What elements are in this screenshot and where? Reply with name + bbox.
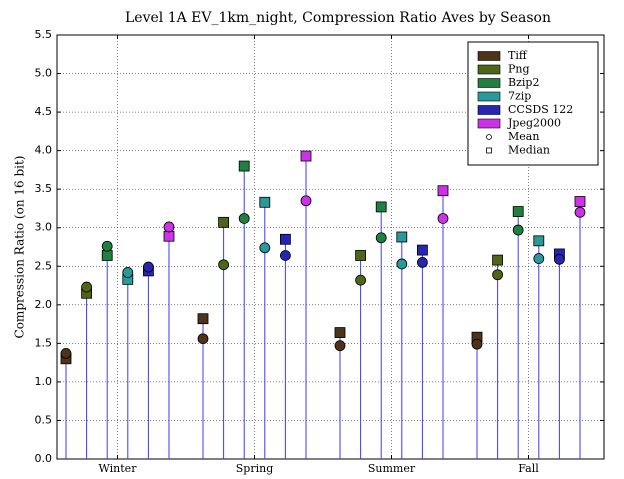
mean-marker <box>437 213 449 224</box>
mean-marker <box>218 259 230 271</box>
median-marker <box>259 196 271 208</box>
legend-label: Mean <box>508 130 539 143</box>
median-marker <box>416 244 428 256</box>
mean-marker <box>554 253 565 265</box>
mean-marker <box>279 250 291 261</box>
mean-marker <box>574 206 586 218</box>
median-marker <box>238 160 250 172</box>
x-tick-label: Winter <box>99 462 138 475</box>
mean-marker <box>375 232 387 244</box>
plot-frame <box>56 34 605 460</box>
median-marker <box>512 206 524 217</box>
median-marker <box>533 235 545 247</box>
legend-median-marker <box>486 147 492 154</box>
y-tick-label: 2.5 <box>35 259 53 272</box>
mean-marker <box>396 258 408 270</box>
y-tick-label: 3.5 <box>35 182 53 195</box>
median-marker <box>101 250 113 261</box>
median-marker <box>300 150 312 162</box>
legend-swatch <box>477 78 501 88</box>
y-tick-label: 5.0 <box>35 67 53 80</box>
y-tick-label: 5.5 <box>35 28 53 41</box>
legend-swatch <box>477 51 501 61</box>
mean-marker <box>416 257 428 268</box>
legend-mean-marker <box>486 134 492 140</box>
median-marker <box>218 216 230 228</box>
mean-marker <box>163 221 175 233</box>
median-marker <box>375 201 387 213</box>
y-tick-label: 0.5 <box>35 413 53 426</box>
y-axis-label: Compression Ratio (on 16 bit) <box>13 156 27 339</box>
mean-marker <box>533 253 545 264</box>
median-marker <box>355 250 367 261</box>
y-tick-label: 2.0 <box>35 298 53 311</box>
mean-marker <box>122 267 134 278</box>
x-tick-label: Fall <box>518 462 539 475</box>
y-tick-label: 3.0 <box>35 221 53 234</box>
y-tick-label: 0.0 <box>35 452 53 465</box>
mean-marker <box>142 261 154 273</box>
y-tick-label: 1.5 <box>35 336 53 349</box>
y-tick-label: 4.5 <box>35 105 53 118</box>
legend-label: Tiff <box>508 49 528 62</box>
mean-marker <box>355 274 367 286</box>
median-marker <box>492 254 504 266</box>
mean-marker <box>512 224 524 236</box>
median-marker <box>574 196 586 207</box>
legend-label: 7zip <box>508 90 531 103</box>
chart-title: Level 1A EV_1km_night, Compression Ratio… <box>125 10 551 26</box>
y-tick-label: 1.0 <box>35 375 53 388</box>
mean-marker <box>60 347 72 359</box>
legend-swatch <box>477 105 501 115</box>
legend-label: Median <box>508 144 550 157</box>
mean-marker <box>81 281 92 293</box>
legend-label: Bzip2 <box>508 76 539 89</box>
mean-marker <box>101 240 113 252</box>
median-marker <box>437 185 449 197</box>
legend-swatch <box>477 91 501 102</box>
mean-marker <box>300 195 312 207</box>
mean-marker <box>197 333 209 345</box>
x-tick-label: Spring <box>236 462 273 475</box>
legend-label: Jpeg2000 <box>507 117 561 130</box>
legend-swatch <box>477 118 501 129</box>
mean-marker <box>492 269 504 281</box>
mean-marker <box>238 213 250 224</box>
median-marker <box>334 327 346 338</box>
median-marker <box>396 231 408 243</box>
mean-marker <box>471 338 483 350</box>
legend-swatch <box>477 64 501 75</box>
y-tick-label: 4.0 <box>35 144 53 157</box>
mean-marker <box>334 340 346 352</box>
legend-label: CCSDS 122 <box>508 103 573 116</box>
median-marker <box>197 313 209 325</box>
mean-marker <box>259 242 271 254</box>
legend-label: Png <box>508 63 530 76</box>
legend-box <box>467 41 599 166</box>
median-marker <box>163 230 175 242</box>
x-tick-label: Summer <box>368 462 416 475</box>
median-marker <box>279 233 291 245</box>
